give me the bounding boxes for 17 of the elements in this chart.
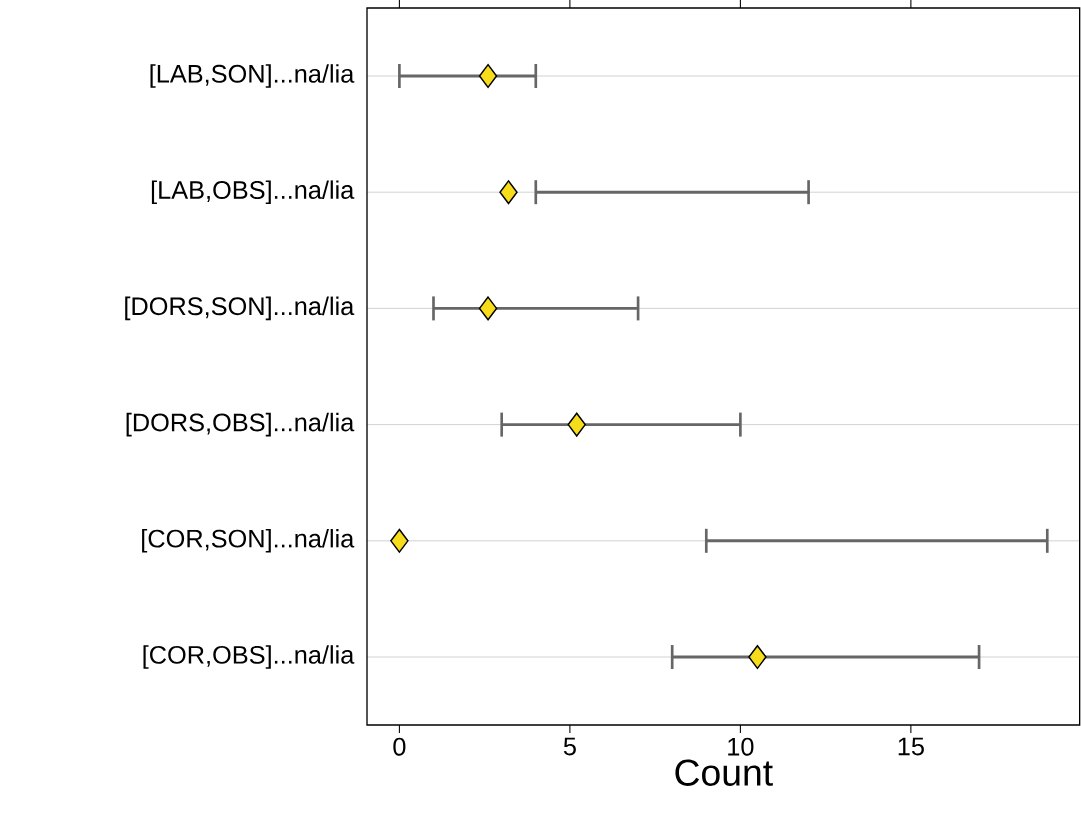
point [390,528,409,553]
point [478,296,498,321]
x-tick-label: 15 [898,737,924,756]
y-tick-label: [COR,SON]...na/lia [142,529,355,553]
point [499,180,518,205]
point [567,412,586,437]
point [748,644,767,670]
y-tick-label: [LAB,OBS]...na/lia [151,180,355,204]
y-tick-label: [COR,OBS]...na/lia [143,645,355,669]
y-tick-label: [DORS,OBS]...na/lia [126,412,355,437]
x-tick-label: 5 [563,737,576,756]
y-tick-label: [DORS,SON]...na/lia [125,296,355,321]
x-tick-label: 10 [728,737,754,756]
point [478,63,498,89]
x-tick-label: 0 [393,737,406,756]
y-tick-label: [LAB,SON]...na/lia [150,64,355,88]
x-axis-title: Count [675,759,773,786]
